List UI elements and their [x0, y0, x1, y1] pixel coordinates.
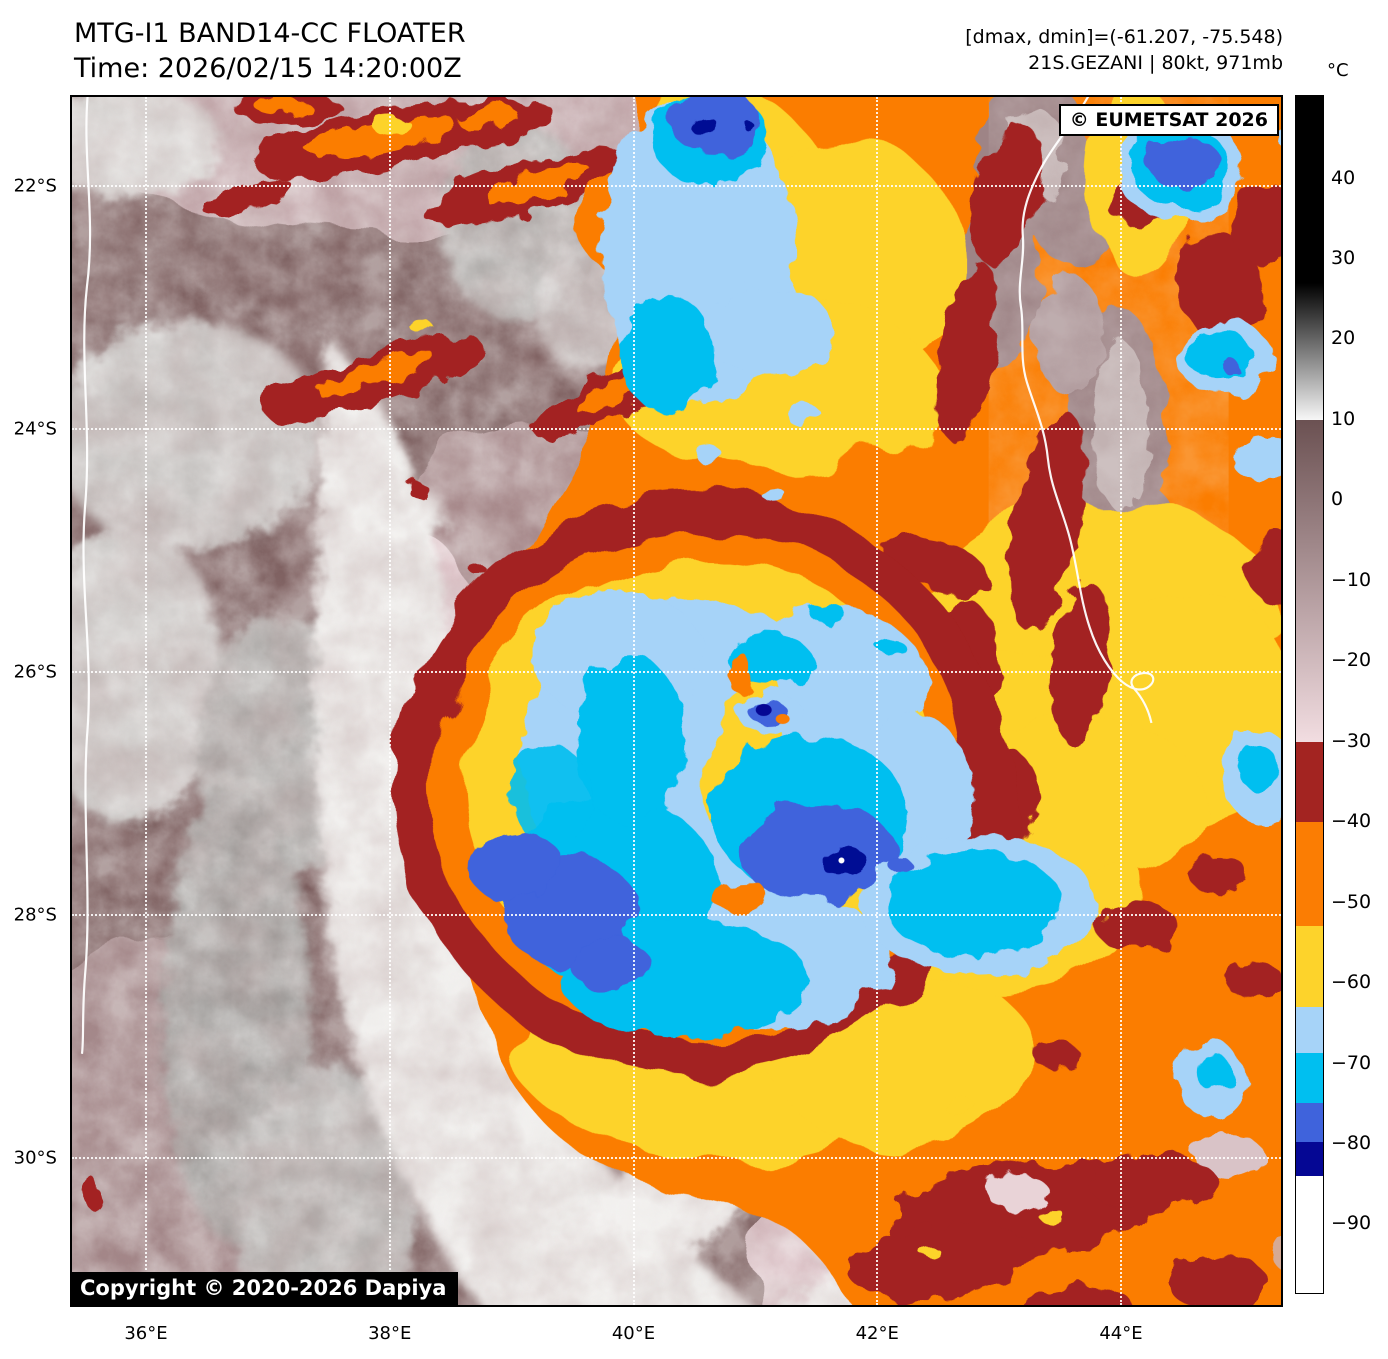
colorbar-tick-labels: 40 30 20 10 0 −10 −20 −30 −40 −50 −60 −70 −80 −90	[1331, 95, 1387, 1307]
colorbar-segment	[1296, 1141, 1323, 1176]
colorbar-tick-label: −70	[1331, 1051, 1372, 1074]
longitude-tick-label: 42°E	[855, 1323, 899, 1344]
colorbar-tick-label: −40	[1331, 810, 1372, 833]
mozambique-coastline	[80, 97, 92, 1054]
tropical-cyclone	[392, 493, 1007, 1076]
storm-readout: 21S.GEZANI | 80kt, 971mb	[1028, 52, 1283, 74]
colorbar-segment	[1296, 96, 1323, 284]
longitude-axis: 36°E 38°E 40°E 42°E 44°E	[70, 1321, 1283, 1355]
product-title: MTG-I1 BAND14-CC FLOATER	[74, 18, 466, 49]
cyclone-eye-feature	[737, 691, 802, 735]
satellite-imagery	[72, 97, 1281, 1305]
cyclone-darkred-ring	[392, 493, 1007, 1076]
cyclone-south-warm-spot	[709, 876, 766, 913]
satellite-map: © EUMETSAT 2026 Copyright © 2020-2026 Da…	[70, 95, 1283, 1307]
colorbar-segment	[1296, 1053, 1323, 1104]
product-timestamp: Time: 2026/02/15 14:20:00Z	[74, 53, 462, 84]
colorbar-tick-label: 30	[1331, 246, 1356, 269]
dark-red-patches	[80, 97, 1281, 1305]
southeast-cold-blobs	[863, 836, 1245, 1212]
colorbar-segment	[1296, 926, 1323, 1007]
colorbar-segment	[1296, 821, 1323, 927]
eumetsat-credit-badge: © EUMETSAT 2026	[1058, 104, 1279, 136]
colorbar-segment	[1296, 741, 1323, 822]
colorbar-gradient	[1296, 96, 1323, 1293]
header-readouts: [dmax, dmin]=(-61.207, -75.548) 21S.GEZA…	[965, 24, 1283, 76]
longitude-tick-label: 44°E	[1099, 1323, 1143, 1344]
colorbar-tick-label: −30	[1331, 729, 1372, 752]
longitude-tick-label: 38°E	[368, 1323, 412, 1344]
coastlines	[80, 97, 1155, 1054]
colorbar-tick-label: −20	[1331, 649, 1372, 672]
colorbar-segment	[1296, 283, 1323, 420]
longitude-tick-label: 36°E	[124, 1323, 168, 1344]
cyclone-coldest-pixel	[838, 857, 845, 864]
colorbar-tick-label: −80	[1331, 1132, 1372, 1155]
colorbar-tick-label: −10	[1331, 568, 1372, 591]
colorbar-tick-label: −60	[1331, 971, 1372, 994]
madagascar-coastline	[1018, 97, 1155, 724]
colorbar	[1295, 95, 1324, 1294]
colorbar-segment	[1296, 1103, 1323, 1142]
colorbar-tick-label: 10	[1331, 407, 1356, 430]
colorbar-tick-label: −50	[1331, 890, 1372, 913]
latitude-axis: 22°S 24°S 26°S 28°S 30°S	[0, 95, 62, 1307]
latitude-tick-label: 22°S	[13, 175, 57, 197]
colorbar-tick-label: 20	[1331, 327, 1356, 350]
colorbar-unit-label: °C	[1327, 60, 1349, 81]
longitude-tick-label: 40°E	[611, 1323, 656, 1344]
cyclone-royal-patches	[467, 802, 896, 991]
latitude-tick-label: 30°S	[13, 1147, 57, 1169]
colorbar-tick-label: 40	[1331, 166, 1356, 189]
colorbar-tick-label: 0	[1331, 488, 1344, 511]
colorbar-tick-label: −90	[1331, 1212, 1372, 1235]
latitude-tick-label: 26°S	[13, 661, 57, 683]
dmax-dmin-readout: [dmax, dmin]=(-61.207, -75.548)	[965, 26, 1283, 48]
colorbar-segment	[1296, 1175, 1323, 1293]
cyclone-warm-notch	[728, 655, 755, 696]
colorbar-segment	[1296, 419, 1323, 742]
copyright-badge: Copyright © 2020-2026 Dapiya	[72, 1272, 459, 1305]
latitude-tick-label: 24°S	[13, 418, 57, 440]
colorbar-segment	[1296, 1006, 1323, 1054]
north-cold-blob	[600, 97, 835, 498]
latitude-tick-label: 28°S	[13, 904, 57, 926]
page-title: MTG-I1 BAND14-CC FLOATER Time: 2026/02/1…	[74, 16, 466, 86]
